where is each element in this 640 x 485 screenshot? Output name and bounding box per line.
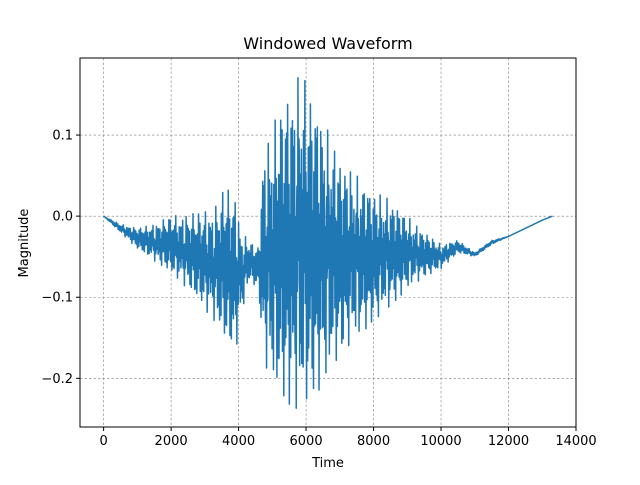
series-layer: [103, 76, 553, 409]
y-tick-label: 0.0: [52, 210, 73, 225]
waveform-series-line: [103, 76, 553, 409]
x-tick-label: 2000: [155, 434, 188, 449]
x-axis-ticks: 0 2000 4000 6000 8000 10000 12000 14000: [99, 427, 597, 449]
x-tick-label: 8000: [357, 434, 390, 449]
x-axis-label: Time: [311, 456, 344, 471]
x-tick-label: 0: [99, 434, 107, 449]
x-tick-label: 6000: [290, 434, 323, 449]
y-tick-label: 0.1: [52, 129, 73, 144]
x-tick-label: 14000: [555, 434, 596, 449]
x-tick-label: 4000: [222, 434, 255, 449]
plot-frame: [79, 57, 577, 428]
chart-title: Windowed Waveform: [243, 34, 412, 53]
x-tick-label: 10000: [420, 434, 461, 449]
y-axis-label: Magnitude: [17, 209, 32, 278]
y-axis-ticks: −0.2 −0.1 0.0 0.1: [41, 129, 80, 387]
y-tick-label: −0.1: [41, 291, 73, 306]
x-tick-label: 12000: [488, 434, 529, 449]
y-tick-label: −0.2: [41, 372, 73, 387]
